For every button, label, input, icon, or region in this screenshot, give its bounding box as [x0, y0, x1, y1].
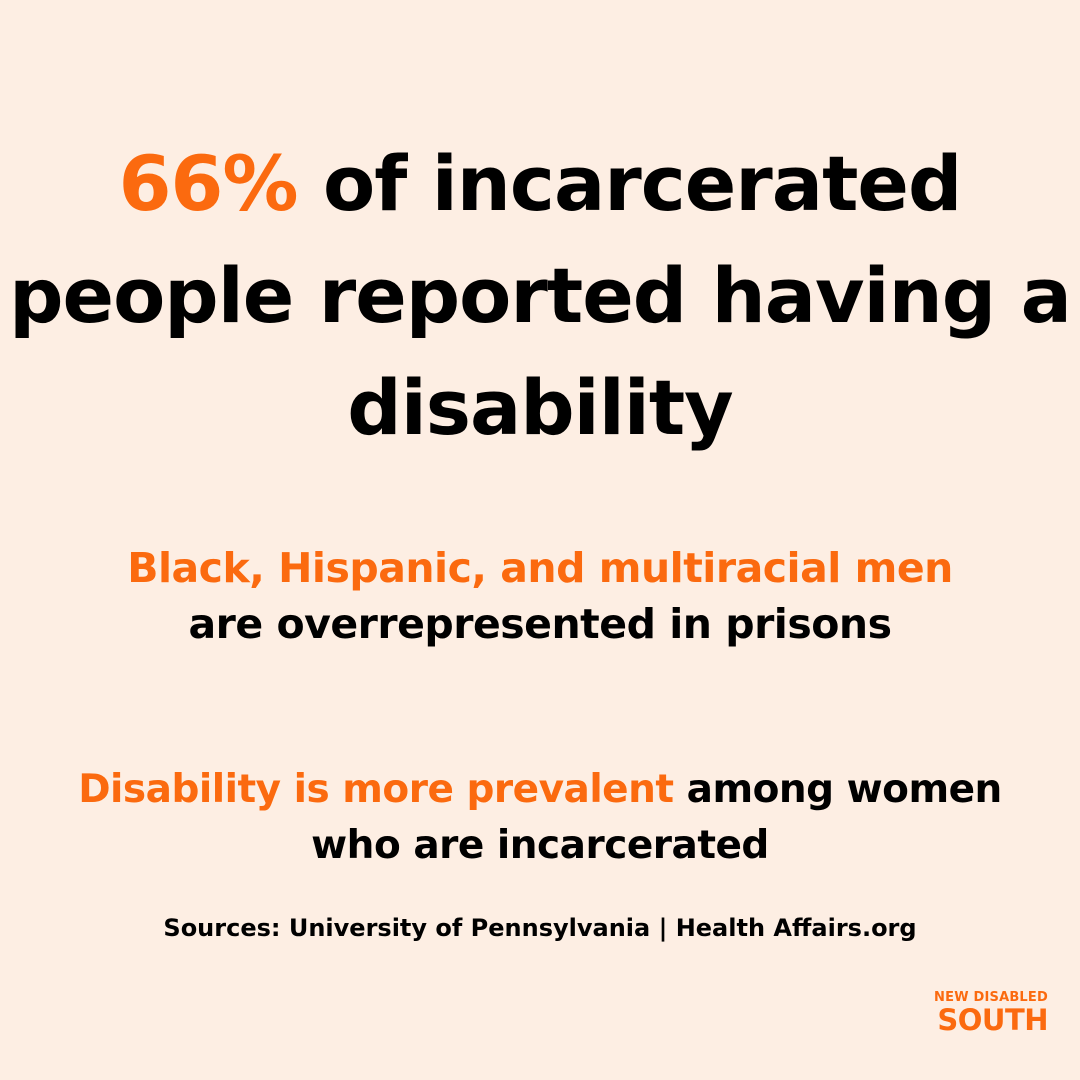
headline-line-3: disability — [347, 363, 733, 452]
sources-credit: Sources: University of Pennsylvania | He… — [163, 914, 917, 942]
headline-line-2: people reported having a — [9, 251, 1072, 340]
headline-line-1: 66% of incarcerated — [0, 128, 1080, 240]
fact-overrepresentation-text: are overrepresented in prisons — [188, 600, 892, 648]
fact-prevalence-highlight: Disability is more prevalent — [78, 767, 674, 812]
headline: 66% of incarcerated people reported havi… — [0, 128, 1080, 464]
fact-overrepresentation-highlight: Black, Hispanic, and multiracial men — [127, 544, 953, 592]
fact-overrepresentation: Black, Hispanic, and multiracial men are… — [0, 540, 1080, 652]
fact-prevalence-line-1-text: among women — [673, 767, 1003, 812]
brand-logo: NEW DISABLED SOUTH — [934, 990, 1048, 1037]
headline-highlight: 66% — [118, 139, 299, 228]
brand-logo-top: NEW DISABLED — [934, 990, 1048, 1005]
fact-prevalence: Disability is more prevalent among women… — [0, 762, 1080, 874]
fact-prevalence-line-1: Disability is more prevalent among women — [0, 762, 1080, 818]
brand-logo-bottom: SOUTH — [937, 1003, 1048, 1037]
fact-prevalence-line-2: who are incarcerated — [311, 823, 769, 868]
headline-line-1-text: of incarcerated — [297, 139, 962, 228]
